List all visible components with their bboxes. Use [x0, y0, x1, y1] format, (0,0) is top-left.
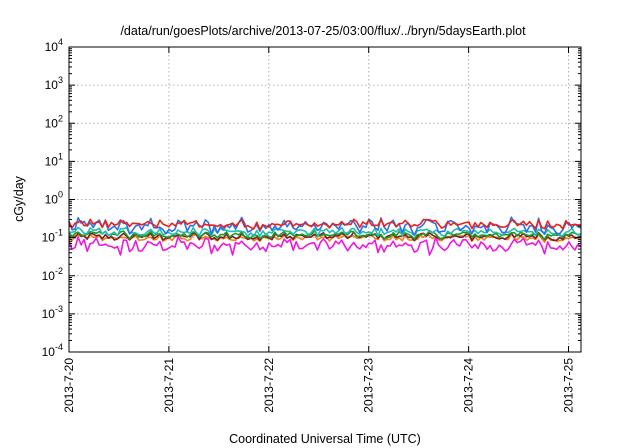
y-tick-label: 10-4	[42, 342, 63, 359]
y-tick-label: 101	[45, 151, 63, 168]
y-tick-label: 10-3	[42, 304, 63, 321]
series-line	[68, 229, 582, 240]
y-tick-label: 103	[45, 75, 63, 92]
y-tick-label: 102	[45, 113, 63, 130]
x-axis-title: Coordinated Universal Time (UTC)	[229, 432, 421, 446]
series-line	[68, 236, 582, 256]
series-group	[68, 216, 582, 256]
x-tick-label: 2013-7-20	[62, 358, 76, 413]
series-line	[68, 231, 582, 242]
y-tick-label: 104	[45, 37, 63, 54]
y-axis-ticks: 10-4 10-3 10-2 10-1 100 101 102 103 104	[42, 37, 581, 359]
y-tick-label: 10-2	[42, 266, 63, 283]
y-tick-label: 100	[45, 190, 63, 207]
x-tick-label: 2013-7-24	[462, 358, 476, 413]
x-tick-label: 2013-7-23	[362, 358, 376, 413]
y-axis-title: cGy/day	[12, 175, 26, 222]
series-line	[69, 226, 582, 238]
grid-lines	[69, 47, 581, 352]
x-tick-label: 2013-7-21	[162, 358, 176, 413]
series-line	[68, 218, 581, 231]
x-tick-label: 2013-7-22	[262, 358, 276, 413]
y-tick-label: 10-1	[42, 228, 63, 245]
chart-title: /data/run/goesPlots/archive/2013-07-25/0…	[120, 24, 526, 38]
x-axis-ticks: 2013-7-20 2013-7-21 2013-7-22 2013-7-23 2013…	[62, 47, 576, 413]
x-tick-label: 2013-7-25	[562, 358, 576, 413]
